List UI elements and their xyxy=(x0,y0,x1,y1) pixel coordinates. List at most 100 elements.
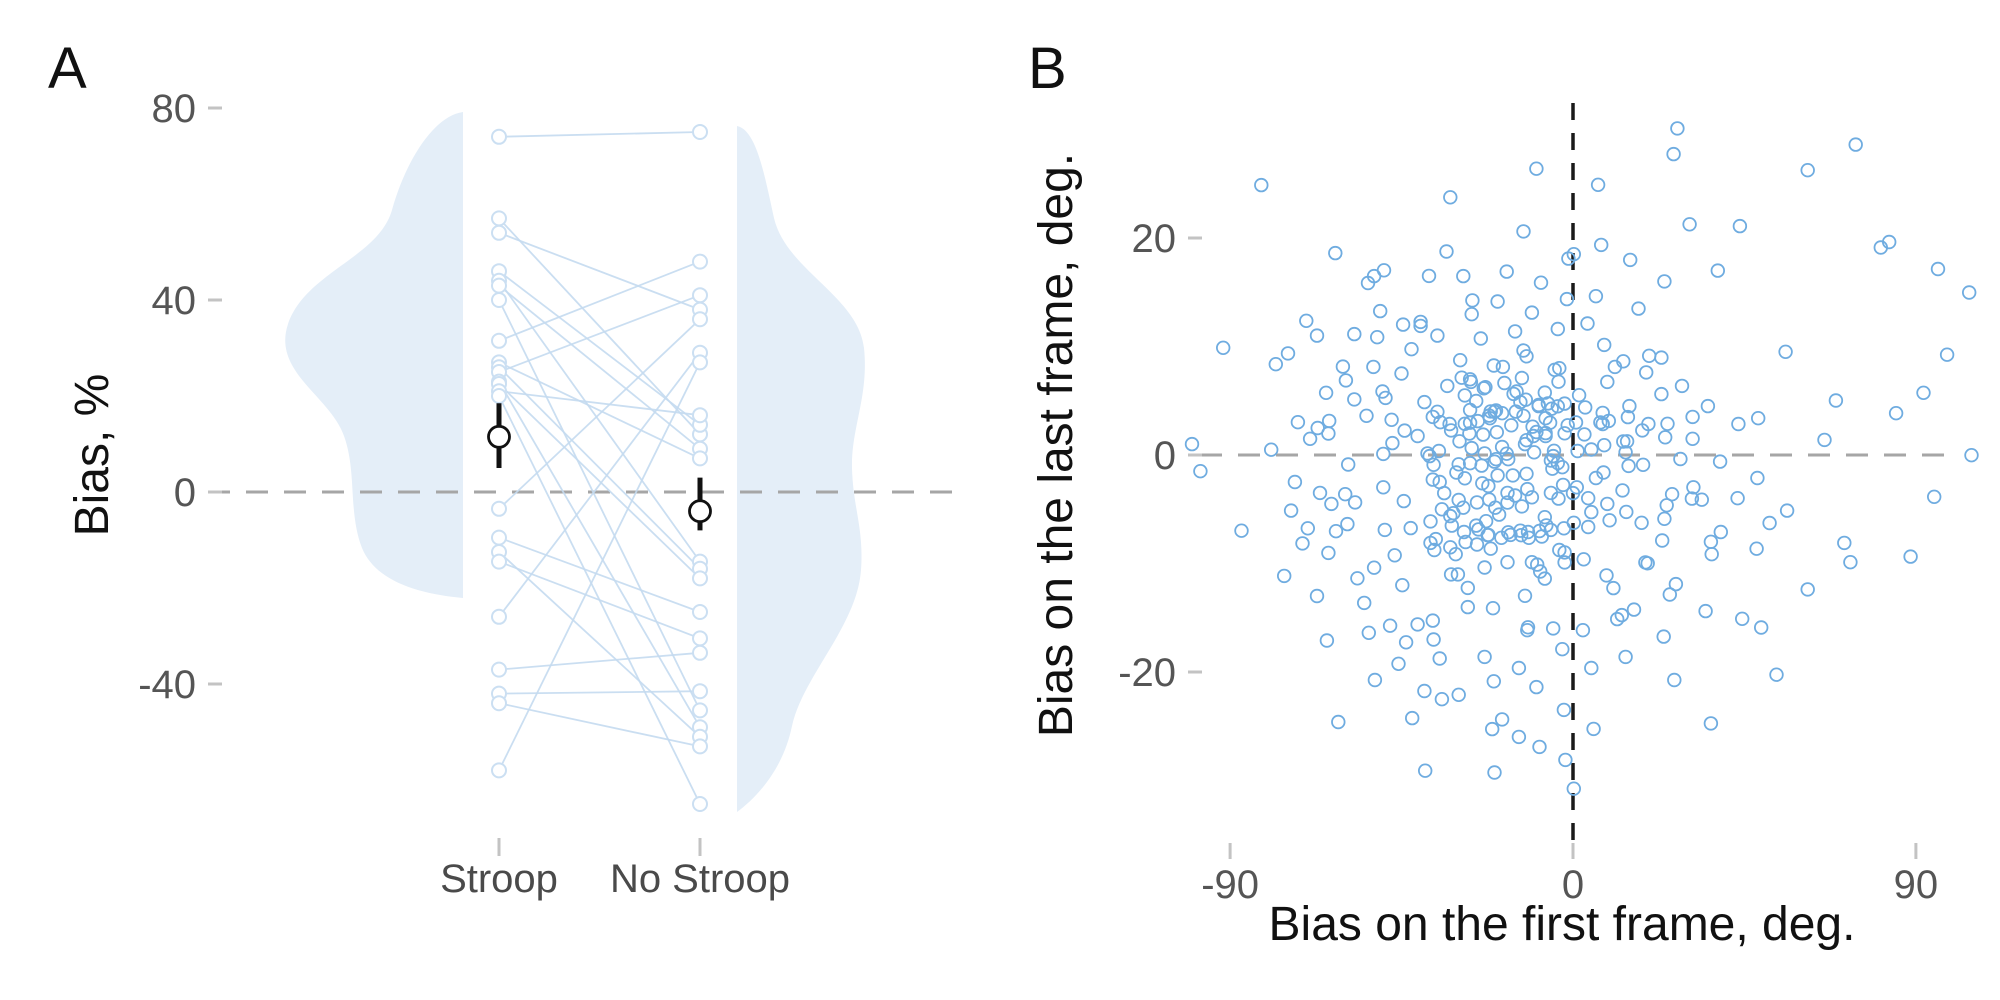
scatter-point xyxy=(1486,674,1502,689)
no-stroop-point xyxy=(692,630,708,647)
scatter-point xyxy=(1487,454,1502,469)
scatter-point xyxy=(1778,344,1793,360)
scatter-point xyxy=(1556,702,1572,718)
scatter-point xyxy=(1731,416,1746,432)
scatter-point xyxy=(1524,490,1540,505)
scatter-point xyxy=(1903,549,1918,564)
scatter-point xyxy=(1750,470,1765,486)
pair-line xyxy=(498,702,701,748)
scatter-point xyxy=(1505,468,1521,483)
scatter-point xyxy=(1507,324,1523,339)
condition-label: Stroop xyxy=(440,857,558,901)
panel-a: 80 40 0 -40 Stroop No Stroop A Bias, % xyxy=(48,36,952,901)
scatter-point xyxy=(1387,548,1402,563)
scatter-point xyxy=(1514,370,1530,386)
x-tick-label: 0 xyxy=(1562,863,1584,907)
scatter-point xyxy=(1713,524,1729,540)
scatter-point xyxy=(1478,380,1493,395)
scatter-point xyxy=(1464,440,1479,456)
no-stroop-point xyxy=(692,738,708,755)
scatter-point xyxy=(1484,721,1500,737)
scatter-point xyxy=(1571,388,1587,403)
scatter-point xyxy=(1635,457,1651,473)
scatter-point xyxy=(1337,487,1353,502)
stroop-point xyxy=(491,388,507,404)
scatter-point xyxy=(1634,515,1649,531)
scatter-point xyxy=(1462,402,1478,418)
y-tick-label: -40 xyxy=(138,663,196,707)
stroop-point xyxy=(491,529,507,546)
scatter-point xyxy=(1500,525,1516,540)
scatter-point xyxy=(1531,397,1546,413)
panel-b: 20 0 -20 -90 0 90 B Bias on the first frame,… xyxy=(1028,36,1979,951)
pair-line xyxy=(498,260,701,342)
scatter-point xyxy=(1514,499,1530,514)
scatter-point xyxy=(1619,504,1634,520)
scatter-point xyxy=(1372,303,1388,319)
scatter-point xyxy=(1451,492,1466,508)
no-stroop-point xyxy=(692,407,708,424)
scatter-point xyxy=(1423,535,1438,551)
stroop-point xyxy=(491,332,507,349)
scatter-point xyxy=(1916,385,1931,401)
scatter-point xyxy=(1300,521,1316,536)
scatter-point xyxy=(1444,518,1460,533)
scatter-point xyxy=(1490,294,1505,309)
scatter-point xyxy=(1529,161,1544,176)
scatter-point xyxy=(1410,617,1425,632)
scatter-point xyxy=(1427,542,1442,558)
scatter-point xyxy=(1500,555,1515,570)
pair-line xyxy=(498,284,701,450)
no-stroop-point xyxy=(692,604,708,620)
x-tick-label: -90 xyxy=(1201,863,1259,907)
scatter-point xyxy=(1516,343,1531,358)
scatter-point xyxy=(1657,430,1673,445)
scatter-point xyxy=(1193,464,1208,479)
scatter-point xyxy=(1532,739,1547,755)
scatter-point xyxy=(1657,274,1672,289)
scatter-point xyxy=(1425,409,1441,425)
scatter-point xyxy=(1485,601,1501,616)
scatter-point xyxy=(1477,560,1492,575)
scatter-point xyxy=(1488,500,1503,515)
scatter-point xyxy=(1331,714,1346,730)
scatter-point xyxy=(1600,374,1615,390)
scatter-point xyxy=(1487,765,1502,780)
scatter-point xyxy=(1396,493,1412,509)
scatter-point xyxy=(1520,481,1535,497)
scatter-point xyxy=(1367,672,1383,688)
scatter-point xyxy=(1618,445,1633,460)
stroop-point xyxy=(491,553,507,570)
no-stroop-point xyxy=(692,644,708,661)
scatter-point xyxy=(1434,502,1450,517)
scatter-point xyxy=(1375,384,1390,399)
scatter-point xyxy=(1324,496,1339,512)
scatter-point xyxy=(1520,620,1536,635)
scatter-point xyxy=(1328,245,1343,261)
scatter-point xyxy=(1519,466,1534,482)
scatter-point xyxy=(1596,337,1612,353)
scatter-point xyxy=(1340,516,1355,532)
scatter-point xyxy=(1328,524,1344,539)
scatter-point xyxy=(1686,480,1701,495)
scatter-point xyxy=(1473,331,1489,346)
scatter-point xyxy=(1685,409,1700,425)
scatter-point xyxy=(1621,458,1636,474)
scatter-point xyxy=(1532,564,1548,579)
scatter-point xyxy=(1529,679,1544,695)
scatter-point xyxy=(1439,244,1454,259)
scatter-point xyxy=(1347,392,1362,407)
scatter-point xyxy=(1495,359,1511,375)
scatter-point xyxy=(1500,495,1515,510)
pair-line xyxy=(498,651,701,671)
stroop-point xyxy=(491,277,507,294)
scatter-point xyxy=(1338,373,1354,388)
scatter-point xyxy=(1513,528,1529,543)
scatter-point xyxy=(1413,314,1428,330)
no-stroop-point xyxy=(692,683,708,700)
scatter-point xyxy=(1659,498,1674,513)
scatter-point xyxy=(1442,416,1457,432)
scatter-point xyxy=(1524,305,1540,320)
scatter-point xyxy=(1599,568,1614,583)
